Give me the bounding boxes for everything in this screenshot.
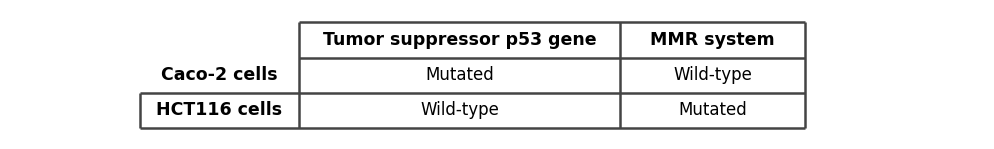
Text: Mutated: Mutated <box>425 66 494 84</box>
Text: Caco-2 cells: Caco-2 cells <box>161 66 277 84</box>
Text: Wild-type: Wild-type <box>420 101 499 119</box>
Text: MMR system: MMR system <box>650 31 775 49</box>
Text: Tumor suppressor p53 gene: Tumor suppressor p53 gene <box>323 31 596 49</box>
Text: Wild-type: Wild-type <box>673 66 752 84</box>
Text: HCT116 cells: HCT116 cells <box>156 101 282 119</box>
Text: Mutated: Mutated <box>679 101 747 119</box>
